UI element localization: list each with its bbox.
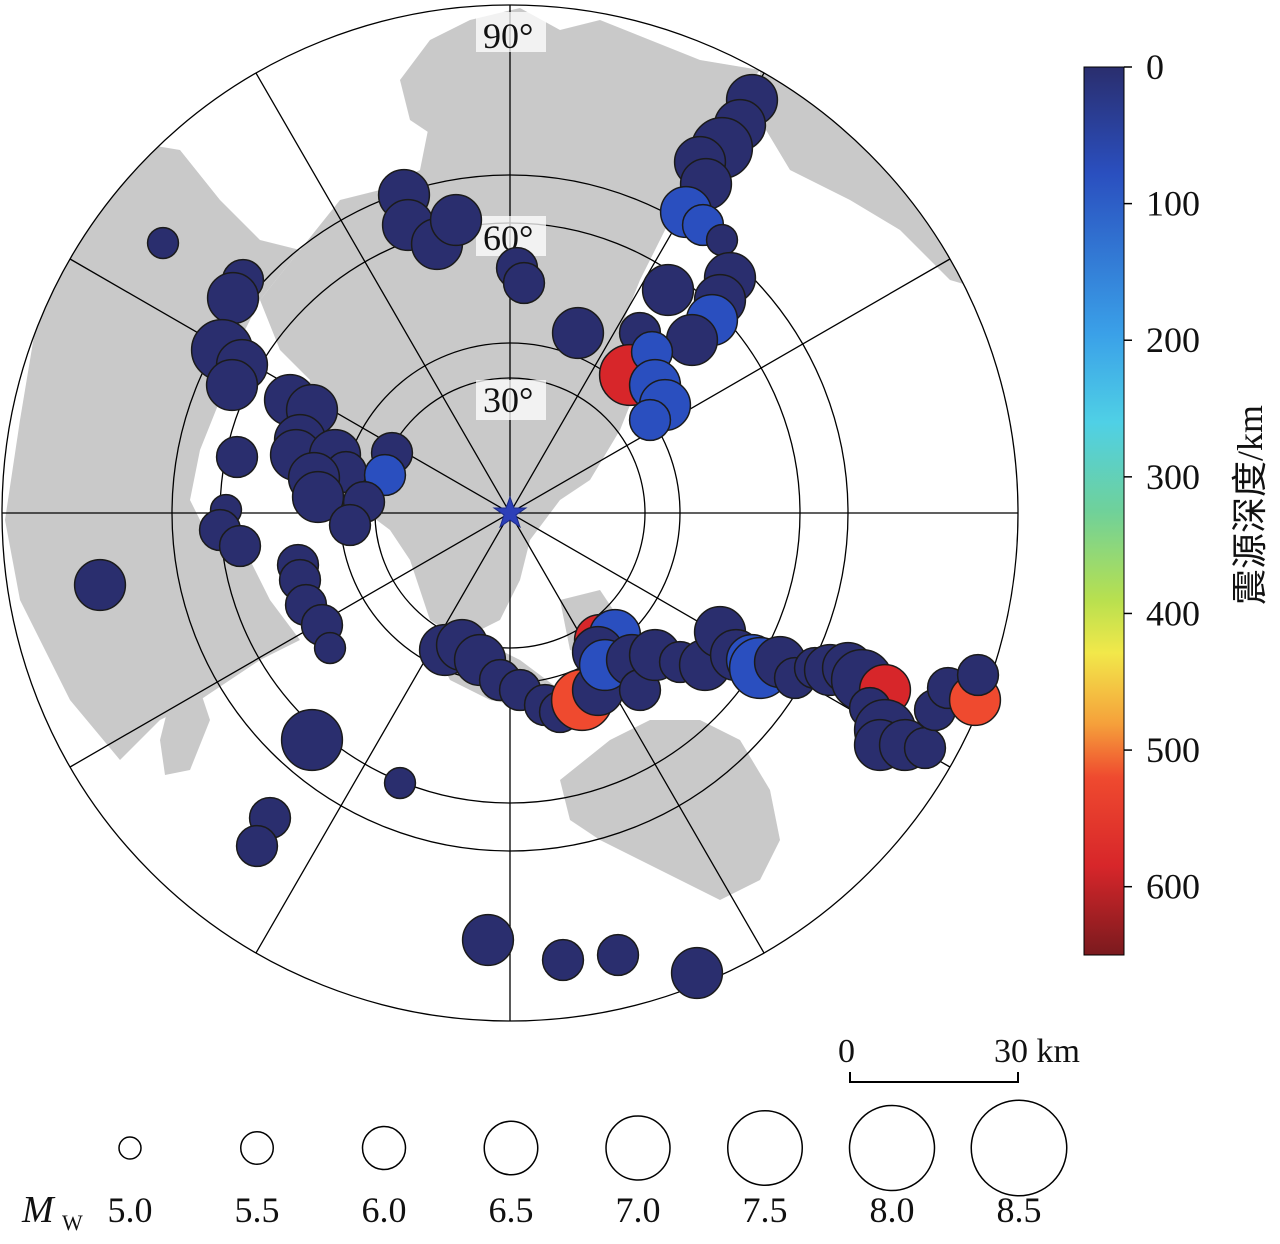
magnitude-legend-label: 5.5: [235, 1190, 280, 1230]
scale-bar-line: [849, 1072, 1019, 1083]
earthquake-marker: [461, 913, 515, 967]
ring-label-90: 90°: [483, 16, 533, 56]
magnitude-legend-label: 5.0: [108, 1190, 153, 1230]
colorbar-tick-label: 400: [1146, 593, 1200, 633]
earthquake-marker: [628, 398, 672, 442]
colorbar-gradient: [1083, 66, 1125, 956]
earthquake-marker: [705, 223, 739, 257]
magnitude-legend: M W 5.0 5.5 6.0 6.5 7.0 7.5 8.0 8.5: [21, 1099, 1068, 1235]
ring-labels: 30° 60° 90°: [476, 12, 546, 420]
polar-map: 30° 60° 90°: [1, 4, 1019, 1022]
colorbar-tick-label: 500: [1146, 730, 1200, 770]
earthquake-marker: [235, 824, 279, 868]
land-greenland: [400, 60, 480, 140]
earthquake-marker: [551, 306, 605, 360]
earthquake-marker: [146, 226, 180, 260]
magnitude-legend-label: 6.5: [489, 1190, 534, 1230]
magnitude-legend-circle: [240, 1131, 274, 1165]
magnitude-legend-circle: [605, 1115, 671, 1181]
earthquake-marker: [903, 726, 947, 770]
magnitude-legend-label: 6.0: [362, 1190, 407, 1230]
earthquake-marker: [502, 261, 546, 305]
colorbar-tick-label: 0: [1146, 47, 1164, 87]
magnitude-legend-label: 7.0: [616, 1190, 661, 1230]
magnitude-legend-label: 8.0: [870, 1190, 915, 1230]
depth-colorbar: 0 100 200 300 400 500 600 震源深度/km: [1083, 47, 1270, 956]
colorbar-tick-label: 600: [1146, 867, 1200, 907]
magnitude-legend-items: 5.0 5.5 6.0 6.5 7.0 7.5 8.0 8.5: [108, 1099, 1068, 1230]
magnitude-legend-circle: [727, 1110, 803, 1186]
magnitude-legend-circle: [483, 1120, 539, 1176]
earthquake-marker: [383, 766, 417, 800]
earthquake-marker: [596, 933, 640, 977]
earthquake-marker: [541, 938, 585, 982]
land-australia: [560, 720, 780, 900]
earthquake-marker: [206, 271, 260, 325]
colorbar-label: 震源深度/km: [1230, 405, 1270, 605]
magnitude-symbol: M: [21, 1189, 56, 1231]
earthquake-marker: [313, 631, 347, 665]
earthquake-marker: [215, 435, 259, 479]
magnitude-legend-circle: [361, 1125, 407, 1171]
magnitude-legend-circle: [848, 1104, 936, 1192]
earthquake-marker: [205, 358, 259, 412]
colorbar-ticks: 0 100 200 300 400 500 600: [1124, 47, 1200, 907]
scale-bar-end: 30 km: [994, 1033, 1080, 1070]
scale-bar: 0 30 km: [838, 1033, 1080, 1083]
colorbar-tick-label: 200: [1146, 320, 1200, 360]
earthquake-marker: [641, 263, 695, 317]
magnitude-legend-circle: [118, 1136, 142, 1160]
earthquake-marker: [665, 313, 719, 367]
magnitude-legend-label: 8.5: [997, 1190, 1042, 1230]
scale-bar-start: 0: [838, 1033, 855, 1070]
earthquake-marker: [429, 193, 483, 247]
magnitude-subscript: W: [62, 1210, 83, 1235]
earthquake-marker: [670, 946, 724, 1000]
magnitude-legend-label: 7.5: [743, 1190, 788, 1230]
colorbar-tick-label: 300: [1146, 457, 1200, 497]
earthquake-marker: [73, 558, 127, 612]
station-star-icon: [492, 495, 528, 529]
earthquake-marker: [280, 708, 344, 772]
earthquake-marker: [291, 470, 345, 524]
earthquake-marker: [328, 503, 372, 547]
land-island-madagascar: [160, 690, 210, 775]
earthquake-marker: [956, 653, 1000, 697]
magnitude-legend-circle: [970, 1099, 1068, 1197]
colorbar-tick-label: 100: [1146, 184, 1200, 224]
earthquake-markers: [73, 73, 1002, 1000]
ring-label-30: 30°: [483, 380, 533, 420]
earthquake-marker: [218, 524, 262, 568]
